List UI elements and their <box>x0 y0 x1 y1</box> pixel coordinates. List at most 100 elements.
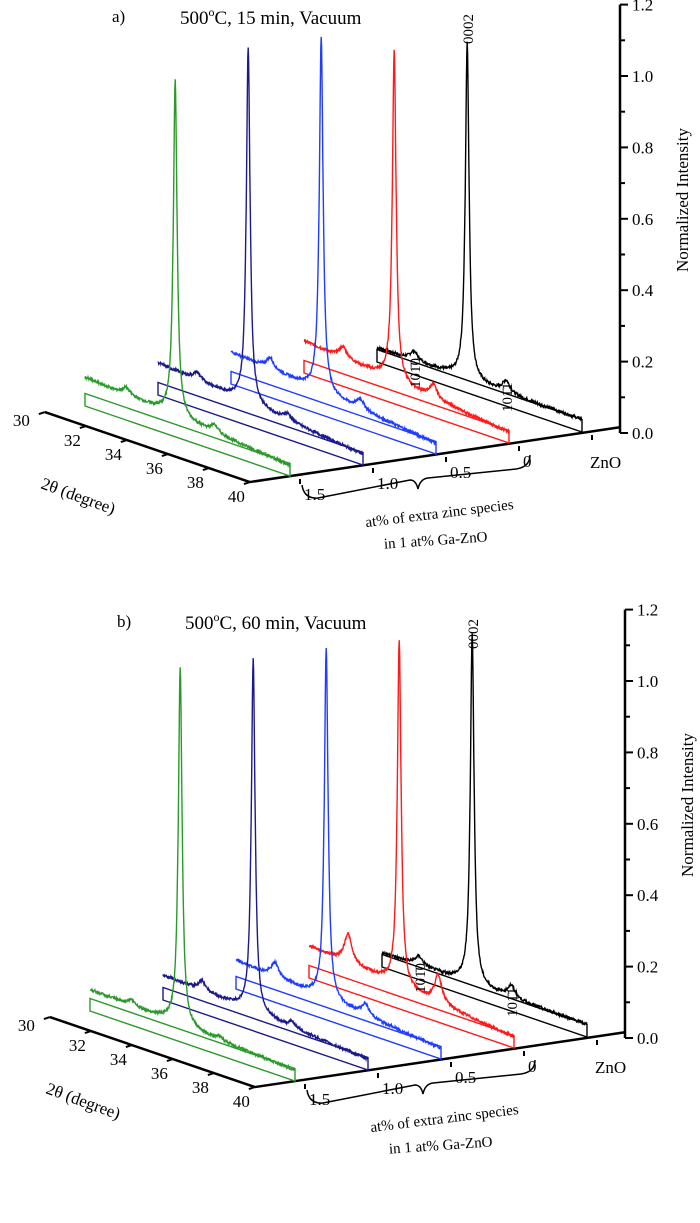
x-tick <box>202 467 210 471</box>
y-tick-label: 0.4 <box>637 886 659 905</box>
x-tick-label: 30 <box>18 1016 35 1035</box>
y-tick-label: 1.2 <box>637 601 658 620</box>
x-tick-label: 36 <box>151 1064 168 1083</box>
series-0 <box>381 633 588 1038</box>
x-axis-label: 2θ (degree) <box>39 474 118 518</box>
title-superscript: o <box>214 610 220 624</box>
series-1 <box>308 640 515 1049</box>
series-line <box>308 640 515 1039</box>
depth-tick-label: 0.5 <box>455 1068 476 1087</box>
series-1 <box>303 49 510 444</box>
x-tick-label: 34 <box>110 1050 128 1069</box>
series-line <box>230 36 437 446</box>
series-baseline-strip <box>84 392 291 477</box>
depth-axis-line <box>254 1031 626 1089</box>
depth-tick-label: ZnO <box>590 453 621 472</box>
series-line <box>89 667 295 1072</box>
x-axis-line <box>49 1015 256 1089</box>
depth-tick-label: 1.0 <box>377 474 398 493</box>
x-tick <box>43 1016 51 1020</box>
y-tick-label: 0.4 <box>632 281 654 300</box>
depth-brace <box>306 1059 536 1104</box>
peak-label: 0002 <box>466 619 482 649</box>
x-axis-label: 2θ (degree) <box>44 1079 123 1123</box>
series-2 <box>230 36 437 455</box>
depth-axis-label-line2: in 1 at% Ga-ZnO <box>388 1134 493 1157</box>
depth-tick-label: 1.5 <box>304 485 325 504</box>
series-line <box>157 47 364 456</box>
title-part: 500 <box>180 8 209 29</box>
x-tick <box>79 425 87 429</box>
series-line <box>381 633 588 1027</box>
x-tick <box>207 1072 215 1076</box>
y-tick-label: 0.6 <box>632 210 653 229</box>
y-tick-label: 0.6 <box>637 815 658 834</box>
peak-label: 0002 <box>461 14 477 44</box>
series-baseline-strip <box>162 986 369 1071</box>
y-tick-label: 0.0 <box>637 1029 658 1048</box>
x-axis-line <box>44 410 251 484</box>
x-tick-label: 38 <box>187 473 204 492</box>
x-tick <box>166 1058 174 1062</box>
x-tick <box>120 439 128 443</box>
x-tick-label: 40 <box>233 1092 250 1111</box>
title-part: C, 15 min, Vacuum <box>215 8 362 29</box>
y-tick-label: 0.2 <box>632 353 653 372</box>
x-tick <box>38 411 46 415</box>
x-tick-label: 30 <box>13 411 30 430</box>
series-line <box>84 79 291 468</box>
y-tick-label: 1.0 <box>637 672 658 691</box>
panel-a: a) 500oC, 15 min, Vacuum 0.0 0.2 0.4 0.6 0.8 1.… <box>13 0 692 553</box>
series-line <box>303 49 510 435</box>
series-baseline-strip <box>230 370 437 455</box>
depth-axis-line <box>249 426 621 484</box>
x-tick-label: 34 <box>105 445 123 464</box>
series-4 <box>89 667 296 1082</box>
series-line <box>162 658 369 1063</box>
y-axis-label: Normalized Intensity <box>678 733 697 877</box>
y-tick-label: 0.8 <box>637 743 658 762</box>
x-tick <box>161 453 169 457</box>
depth-tick-label: 0 <box>523 452 532 471</box>
series-2 <box>235 647 442 1060</box>
peak-label: 101̄1 <box>505 988 521 1017</box>
x-tick <box>243 481 251 485</box>
depth-brace <box>301 454 531 499</box>
depth-axis-label-line1: at% of extra zinc species <box>365 497 515 531</box>
title-superscript: o <box>209 5 215 19</box>
y-tick-label: 1.0 <box>632 67 653 86</box>
peak-label: 101̄0 <box>413 963 429 993</box>
series-line <box>235 647 442 1050</box>
panel-title: 500oC, 60 min, Vacuum <box>185 610 367 634</box>
panel-label: a) <box>112 7 125 26</box>
series-0 <box>376 41 583 433</box>
depth-axis-label-line2: in 1 at% Ga-ZnO <box>383 529 488 552</box>
y-tick-label: 0.8 <box>632 138 653 157</box>
series-3 <box>162 658 369 1071</box>
x-tick <box>248 1086 256 1090</box>
depth-tick-label: ZnO <box>595 1058 626 1077</box>
panel-label: b) <box>117 612 131 631</box>
series-baseline-strip <box>89 997 296 1082</box>
series-3 <box>157 47 364 466</box>
series-line <box>376 41 583 422</box>
depth-tick-label: 0 <box>528 1057 537 1076</box>
y-tick-label: 0.2 <box>637 958 658 977</box>
title-part: 500 <box>185 613 214 634</box>
panel-b: b) 500oC, 60 min, Vacuum 0.0 0.2 0.4 0.6 0.8 1.… <box>18 601 697 1158</box>
depth-tick-label: 0.5 <box>450 463 471 482</box>
x-tick <box>84 1030 92 1034</box>
peak-label: 101̄0 <box>408 358 424 388</box>
depth-axis-label-line1: at% of extra zinc species <box>370 1102 520 1136</box>
depth-tick-label: 1.5 <box>309 1090 330 1109</box>
x-tick <box>125 1044 133 1048</box>
y-tick-label: 1.2 <box>632 0 653 15</box>
peak-label: 101̄1 <box>500 383 516 412</box>
y-tick-label: 0.0 <box>632 424 653 443</box>
x-tick-label: 36 <box>146 459 163 478</box>
x-tick-label: 32 <box>64 431 81 450</box>
x-tick-label: 32 <box>69 1036 86 1055</box>
series-4 <box>84 79 291 477</box>
